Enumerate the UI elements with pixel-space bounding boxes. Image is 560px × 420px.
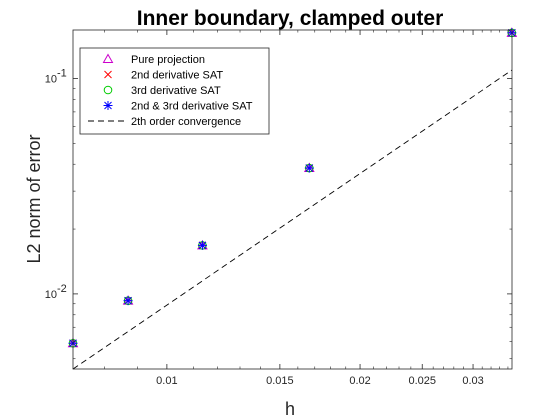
triangle-marker: [102, 53, 114, 63]
legend-label: 2nd derivative SAT: [131, 70, 223, 82]
legend-entry: Pure projection: [102, 53, 205, 66]
x-marker: [104, 70, 112, 79]
x-tick-label: 0.03: [462, 375, 483, 387]
x-tick-label: 0.01: [156, 375, 177, 387]
triangle-shape: [102, 53, 114, 63]
legend-label: 2nd & 3rd derivative SAT: [131, 101, 253, 113]
circle-shape: [103, 85, 113, 95]
legend-label: 3rd derivative SAT: [131, 85, 221, 97]
x-tick-label: 0.025: [408, 375, 436, 387]
y-tick-label: 10: [45, 289, 57, 301]
y-tick-exponent: -2: [57, 283, 67, 295]
reference-line: [72, 69, 513, 370]
chart-title: Inner boundary, clamped outer: [137, 7, 444, 30]
legend: Pure projection 2nd derivative SAT 3rd der…: [79, 47, 270, 135]
x-tick-label: 0.02: [349, 375, 370, 387]
y-tick-exponent: -1: [57, 68, 67, 80]
legend-label: Pure projection: [131, 54, 205, 66]
circle-marker: [103, 85, 113, 95]
y-tick-label: 10: [45, 74, 57, 86]
axes-box: [72, 29, 513, 370]
legend-entry: 2th order convergence: [88, 116, 241, 128]
legend-entry: 2nd derivative SAT: [104, 70, 223, 82]
asterisk-marker: [304, 163, 314, 173]
x-stroke: [104, 70, 112, 79]
legend-entry: 2nd & 3rd derivative SAT: [103, 101, 253, 113]
asterisk-marker: [197, 240, 207, 250]
y-axis-label: L2 norm of error: [24, 134, 44, 263]
x-tick-label: 0.015: [266, 375, 294, 387]
data-marks: [67, 27, 518, 370]
x-axis-label: h: [285, 399, 295, 419]
legend-label: 2th order convergence: [131, 116, 241, 128]
asterisk-marker: [123, 296, 133, 306]
legend-entry: 3rd derivative SAT: [103, 85, 221, 97]
asterisk-marker: [103, 101, 113, 110]
